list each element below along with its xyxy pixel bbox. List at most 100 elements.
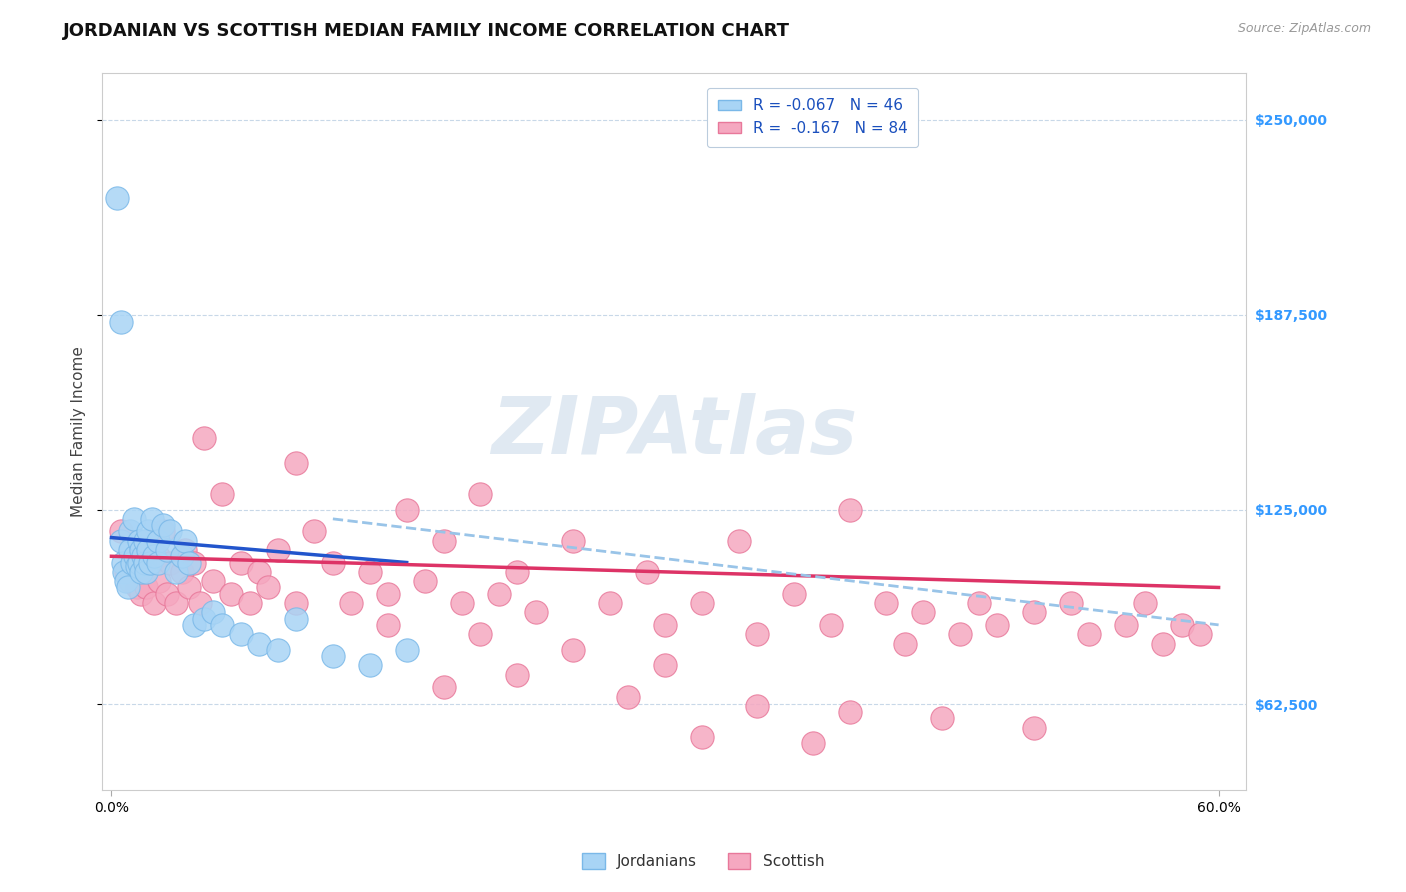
Point xyxy=(201,606,224,620)
Point xyxy=(148,574,170,589)
Legend: Jordanians, Scottish: Jordanians, Scottish xyxy=(575,847,831,875)
Point xyxy=(239,596,262,610)
Point xyxy=(159,524,181,539)
Point xyxy=(1060,596,1083,610)
Point xyxy=(115,574,138,589)
Point xyxy=(128,556,150,570)
Text: Source: ZipAtlas.com: Source: ZipAtlas.com xyxy=(1237,22,1371,36)
Point xyxy=(1170,618,1192,632)
Text: ZIPAtlas: ZIPAtlas xyxy=(491,392,858,471)
Point xyxy=(193,431,215,445)
Point xyxy=(118,524,141,539)
Point xyxy=(359,565,381,579)
Point xyxy=(146,556,169,570)
Point xyxy=(156,587,179,601)
Point xyxy=(183,618,205,632)
Point xyxy=(174,543,197,558)
Point xyxy=(875,596,897,610)
Point xyxy=(112,565,135,579)
Point xyxy=(193,612,215,626)
Point xyxy=(257,581,280,595)
Point xyxy=(146,549,169,564)
Point xyxy=(266,643,288,657)
Point xyxy=(135,565,157,579)
Point xyxy=(912,606,935,620)
Point xyxy=(142,596,165,610)
Point xyxy=(122,556,145,570)
Point xyxy=(432,533,454,548)
Point xyxy=(165,565,187,579)
Point xyxy=(727,533,749,548)
Point xyxy=(986,618,1008,632)
Point xyxy=(110,315,132,329)
Point xyxy=(801,736,824,750)
Point xyxy=(165,596,187,610)
Point xyxy=(128,533,150,548)
Point xyxy=(524,606,547,620)
Point xyxy=(138,524,160,539)
Point xyxy=(141,556,163,570)
Point xyxy=(139,556,162,570)
Point xyxy=(211,487,233,501)
Point xyxy=(134,533,156,548)
Point xyxy=(967,596,990,610)
Point xyxy=(654,618,676,632)
Point xyxy=(690,596,713,610)
Point xyxy=(201,574,224,589)
Point xyxy=(127,558,149,573)
Point xyxy=(690,730,713,744)
Point xyxy=(747,698,769,713)
Point xyxy=(146,533,169,548)
Text: JORDANIAN VS SCOTTISH MEDIAN FAMILY INCOME CORRELATION CHART: JORDANIAN VS SCOTTISH MEDIAN FAMILY INCO… xyxy=(63,22,790,40)
Point xyxy=(931,711,953,725)
Point xyxy=(159,556,181,570)
Point xyxy=(127,581,149,595)
Point xyxy=(783,587,806,601)
Point xyxy=(285,596,308,610)
Point xyxy=(247,565,270,579)
Point xyxy=(561,643,583,657)
Point xyxy=(111,556,134,570)
Point xyxy=(138,543,160,558)
Point xyxy=(747,627,769,641)
Point xyxy=(285,612,308,626)
Point xyxy=(1078,627,1101,641)
Point xyxy=(636,565,658,579)
Point xyxy=(110,524,132,539)
Point xyxy=(152,518,174,533)
Point xyxy=(470,487,492,501)
Point xyxy=(322,556,344,570)
Point xyxy=(838,502,860,516)
Point xyxy=(156,543,179,558)
Point xyxy=(170,565,193,579)
Point xyxy=(118,574,141,589)
Point xyxy=(221,587,243,601)
Point xyxy=(285,456,308,470)
Point xyxy=(488,587,510,601)
Point xyxy=(432,680,454,694)
Point xyxy=(820,618,842,632)
Point xyxy=(134,565,156,579)
Point xyxy=(152,524,174,539)
Point xyxy=(395,502,418,516)
Point xyxy=(121,556,143,570)
Point xyxy=(229,556,252,570)
Point xyxy=(174,533,197,548)
Point xyxy=(124,549,146,564)
Point xyxy=(838,705,860,719)
Point xyxy=(132,549,155,564)
Point xyxy=(377,587,399,601)
Point xyxy=(599,596,621,610)
Point xyxy=(142,549,165,564)
Point xyxy=(470,627,492,641)
Legend: R = -0.067   N = 46, R =  -0.167   N = 84: R = -0.067 N = 46, R = -0.167 N = 84 xyxy=(707,87,918,147)
Point xyxy=(118,543,141,558)
Point xyxy=(128,543,150,558)
Point xyxy=(135,581,157,595)
Point xyxy=(247,637,270,651)
Point xyxy=(413,574,436,589)
Point xyxy=(177,581,200,595)
Point xyxy=(211,618,233,632)
Point xyxy=(115,565,138,579)
Point xyxy=(266,543,288,558)
